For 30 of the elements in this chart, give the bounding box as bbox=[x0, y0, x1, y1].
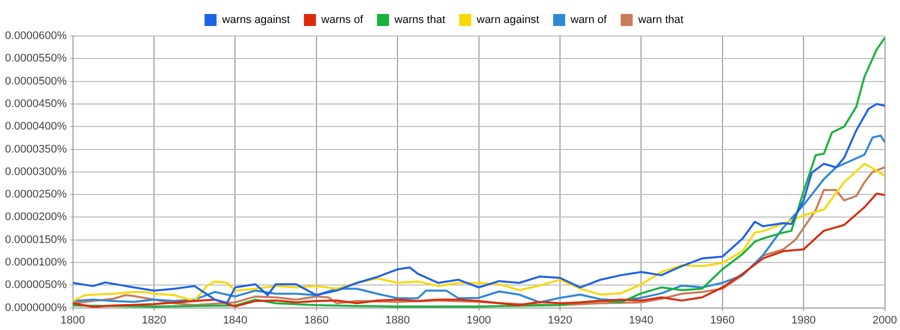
legend-label: warn of bbox=[570, 14, 608, 26]
y-tick-label: 0.0000400% bbox=[4, 120, 67, 133]
y-tick-label: 0.0000300% bbox=[4, 166, 67, 178]
legend-label: warns that bbox=[394, 14, 446, 26]
y-tick-label: 0.0000600% bbox=[4, 30, 67, 42]
x-tick-label: 1880 bbox=[385, 314, 410, 326]
legend-label: warns against bbox=[221, 14, 290, 26]
x-tick-label: 1920 bbox=[548, 314, 572, 326]
y-tick-label: 0.0000150% bbox=[4, 234, 67, 246]
y-tick-label: 0.0000050% bbox=[4, 279, 67, 292]
x-tick-label: 1860 bbox=[304, 314, 329, 326]
y-tick-label: 0.0000250% bbox=[4, 188, 67, 201]
y-tick-label: 0.0000550% bbox=[4, 52, 67, 65]
x-tick-label: 1800 bbox=[60, 314, 86, 326]
legend-label: warn that bbox=[637, 14, 684, 26]
y-tick-label: 0.0000500% bbox=[4, 75, 67, 88]
x-tick-label: 1940 bbox=[628, 314, 654, 326]
y-tick-label: 0.0000350% bbox=[4, 143, 67, 156]
x-tick-label: 1900 bbox=[466, 314, 492, 326]
legend-label: warns of bbox=[320, 14, 364, 26]
y-tick-label: 0.0000200% bbox=[4, 211, 67, 224]
y-tick-label: 0.0000100% bbox=[4, 256, 67, 269]
x-tick-label: 2000 bbox=[872, 314, 898, 326]
y-tick-label: 0.0000000% bbox=[4, 302, 67, 314]
legend-label: warn against bbox=[476, 14, 540, 26]
x-tick-label: 1980 bbox=[791, 314, 816, 326]
x-tick-label: 1840 bbox=[222, 314, 248, 326]
x-tick-label: 1960 bbox=[710, 314, 735, 326]
x-tick-label: 1820 bbox=[142, 314, 166, 326]
y-tick-label: 0.0000450% bbox=[4, 98, 67, 110]
